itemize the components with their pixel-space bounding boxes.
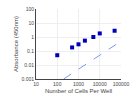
svg-text:1: 1	[31, 34, 34, 40]
svg-text:Absorbance (450nm): Absorbance (450nm)	[13, 16, 19, 72]
svg-text:0.1: 0.1	[27, 48, 34, 54]
svg-text:10000: 10000	[93, 81, 107, 87]
svg-text:10: 10	[28, 20, 34, 26]
svg-text:100: 100	[53, 81, 62, 87]
svg-text:1000: 1000	[73, 81, 84, 87]
svg-text:0.01: 0.01	[24, 62, 34, 68]
svg-text:100: 100	[26, 6, 35, 12]
svg-text:0.001: 0.001	[21, 76, 34, 82]
svg-text:Number of Cells Per Well: Number of Cells Per Well	[45, 88, 112, 94]
svg-text:100000: 100000	[113, 81, 130, 87]
svg-text:10: 10	[33, 81, 39, 87]
